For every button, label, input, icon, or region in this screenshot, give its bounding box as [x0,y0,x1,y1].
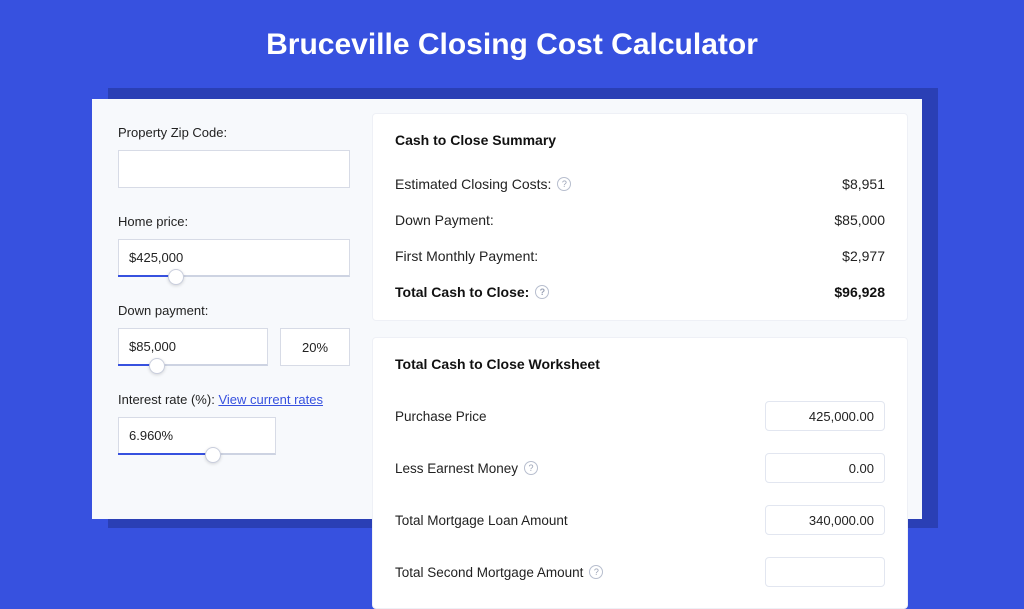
worksheet-row: Total Second Mortgage Amount ? [395,546,885,598]
summary-row: Estimated Closing Costs: ? $8,951 [395,166,885,202]
worksheet-row-label: Purchase Price [395,409,487,424]
inputs-column: Property Zip Code: Home price: Down paym… [92,99,372,519]
summary-title: Cash to Close Summary [395,132,885,148]
interest-field: Interest rate (%): View current rates [118,392,350,455]
home-price-input[interactable] [118,239,350,277]
summary-row: First Monthly Payment: $2,977 [395,238,885,274]
help-icon[interactable]: ? [524,461,538,475]
down-payment-input[interactable] [118,328,268,366]
down-payment-percent[interactable]: 20% [280,328,350,366]
purchase-price-input[interactable] [765,401,885,431]
interest-slider-fill [118,453,213,455]
down-payment-slider-thumb[interactable] [149,358,165,374]
interest-label: Interest rate (%): [118,392,215,407]
results-column: Cash to Close Summary Estimated Closing … [372,99,922,519]
zip-field: Property Zip Code: [118,125,350,188]
summary-row-value: $85,000 [834,212,885,228]
summary-row-label: First Monthly Payment: [395,248,538,264]
down-payment-label: Down payment: [118,303,350,318]
earnest-money-input[interactable] [765,453,885,483]
help-icon[interactable]: ? [589,565,603,579]
second-mortgage-input[interactable] [765,557,885,587]
worksheet-row-label: Less Earnest Money [395,461,518,476]
summary-row-label: Down Payment: [395,212,494,228]
mortgage-loan-input[interactable] [765,505,885,535]
summary-row: Down Payment: $85,000 [395,202,885,238]
summary-row-value: $2,977 [842,248,885,264]
page-title: Bruceville Closing Cost Calculator [0,0,1024,80]
summary-row-value: $8,951 [842,176,885,192]
interest-label-row: Interest rate (%): View current rates [118,392,350,407]
help-icon[interactable]: ? [557,177,571,191]
worksheet-row: Purchase Price [395,390,885,442]
down-payment-field: Down payment: 20% [118,303,350,366]
zip-input[interactable] [118,150,350,188]
home-price-label: Home price: [118,214,350,229]
home-price-field: Home price: [118,214,350,277]
interest-slider-thumb[interactable] [205,447,221,463]
worksheet-row: Total Mortgage Loan Amount [395,494,885,546]
calculator-panel: Property Zip Code: Home price: Down paym… [92,99,922,519]
worksheet-row-label: Total Second Mortgage Amount [395,565,583,580]
worksheet-title: Total Cash to Close Worksheet [395,356,885,372]
view-rates-link[interactable]: View current rates [218,392,323,407]
summary-row-label: Estimated Closing Costs: [395,176,551,192]
worksheet-card: Total Cash to Close Worksheet Purchase P… [372,337,908,609]
interest-input[interactable] [118,417,276,455]
summary-row-label: Total Cash to Close: [395,284,529,300]
help-icon[interactable]: ? [535,285,549,299]
summary-row-value: $96,928 [834,284,885,300]
worksheet-row: Less Earnest Money ? [395,442,885,494]
worksheet-row-label: Total Mortgage Loan Amount [395,513,568,528]
summary-row-total: Total Cash to Close: ? $96,928 [395,274,885,310]
zip-label: Property Zip Code: [118,125,350,140]
home-price-slider-thumb[interactable] [168,269,184,285]
summary-card: Cash to Close Summary Estimated Closing … [372,113,908,321]
